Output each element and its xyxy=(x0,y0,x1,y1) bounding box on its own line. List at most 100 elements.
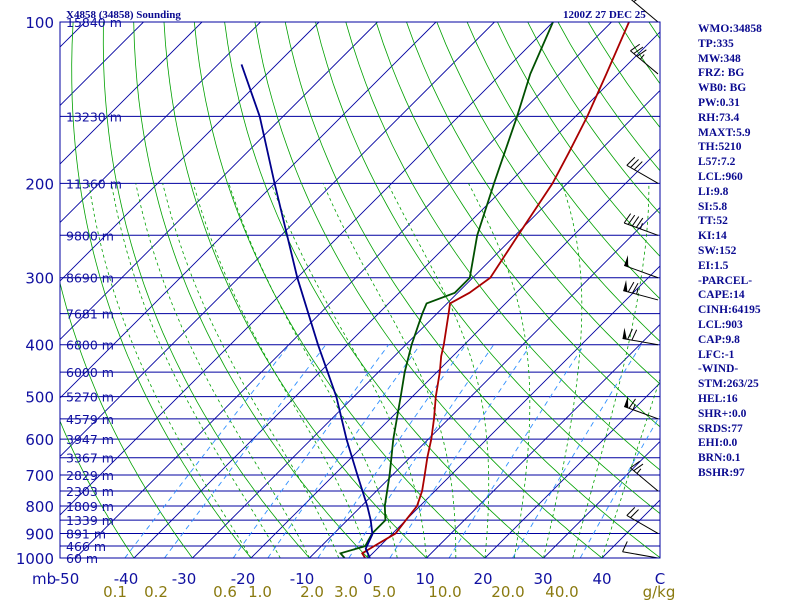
isotherm-line xyxy=(60,22,320,282)
dry-adiabat-line xyxy=(254,22,603,558)
mixing-ratio-tick-label: 1.0 xyxy=(248,583,272,600)
pressure-label: 300 xyxy=(25,270,54,288)
dry-adiabat-line xyxy=(133,22,369,558)
wind-barb xyxy=(630,460,659,492)
isotherm-line xyxy=(60,22,261,224)
barb-half-flag xyxy=(636,468,642,474)
moist-adiabat-line xyxy=(228,183,398,558)
barb-pennant xyxy=(623,279,628,292)
index-item: KI:14 xyxy=(698,230,727,243)
index-item: CAPE:14 xyxy=(698,289,745,302)
height-label: 1339 m xyxy=(66,513,114,528)
index-item: BRN:0.1 xyxy=(698,452,741,465)
index-item: L57:7.2 xyxy=(698,156,736,169)
barb-staff xyxy=(626,164,659,184)
indices-panel: WMO:34858 TP:335 MW:348 FRZ: BG WB0: BG PW:0.… xyxy=(698,22,798,481)
isotherm-line xyxy=(484,382,660,558)
height-label: 5270 m xyxy=(66,390,114,405)
wind-barb xyxy=(623,279,659,301)
temperature-tick-label: -40 xyxy=(114,570,139,588)
barb-staff xyxy=(630,467,659,492)
height-label: 4579 m xyxy=(66,412,114,427)
barb-flag xyxy=(633,161,643,171)
height-label: 6800 m xyxy=(66,338,114,353)
index-item: HEL:16 xyxy=(698,392,738,405)
barb-staff xyxy=(624,264,659,279)
index-item: SRDS:77 xyxy=(698,422,743,435)
index-item: LCL:960 xyxy=(698,170,743,183)
barb-staff xyxy=(631,0,659,23)
mixing-ratio-tick-label: 0.6 xyxy=(213,583,237,600)
temperature-tick-label: -50 xyxy=(55,570,80,588)
moist-adiabat-line xyxy=(322,183,457,558)
mixing-ratio-tick-label: 40.0 xyxy=(545,583,578,600)
mixing-ratio-line xyxy=(267,344,421,558)
dry-adiabat-line xyxy=(60,420,135,558)
barb-flag xyxy=(627,214,636,225)
dry-adiabat-line xyxy=(284,22,660,558)
height-label: 7681 m xyxy=(66,307,114,322)
barb-flag xyxy=(627,281,635,293)
barb-half-flag xyxy=(632,403,636,410)
dry-adiabat-line xyxy=(193,22,486,558)
moist-adiabat-line xyxy=(543,183,583,558)
mixing-ratio-line xyxy=(317,344,466,558)
barb-half-flag xyxy=(639,54,645,60)
barb-flag xyxy=(631,329,638,341)
dry-adiabat-line xyxy=(375,22,660,428)
temperature-tick-label: 10 xyxy=(415,570,434,588)
height-label: 3367 m xyxy=(66,451,114,466)
mixing-ratio-line xyxy=(232,344,389,558)
mixing-ratio-line xyxy=(164,344,327,558)
dry-adiabat-line xyxy=(102,22,310,558)
mixing-ratio-tick-label: 3.0 xyxy=(334,583,358,600)
barb-flag xyxy=(626,507,636,516)
dry-adiabat-line xyxy=(466,22,660,300)
barb-flag xyxy=(636,49,647,57)
isotherm-line xyxy=(309,206,660,558)
wind-barb xyxy=(631,0,659,23)
pressure-label: 900 xyxy=(25,525,54,543)
index-item: TH:5210 xyxy=(698,141,742,154)
dewpoint-trace xyxy=(338,22,554,558)
moist-adiabat-line xyxy=(88,183,252,558)
moist-adiabat-line xyxy=(468,183,531,558)
temperature-tick-label: C xyxy=(655,570,665,588)
index-item: EHI:0.0 xyxy=(698,437,738,450)
barb-flag xyxy=(630,43,640,52)
isotherm-line xyxy=(367,265,660,558)
chart-title: X4858 (34858) Sounding xyxy=(66,9,181,21)
wind-barb xyxy=(626,507,659,534)
barb-flag xyxy=(633,463,644,472)
index-item: WB0: BG xyxy=(698,82,747,95)
dry-adiabat-line xyxy=(436,22,660,342)
height-label: 1809 m xyxy=(66,499,114,514)
dry-adiabat-line xyxy=(71,22,252,558)
temperature-tick-label: -10 xyxy=(290,570,315,588)
moist-adiabat-line xyxy=(111,183,281,558)
wind-barb xyxy=(630,43,659,75)
index-item: PW:0.31 xyxy=(698,96,740,109)
mixing-ratio-line xyxy=(124,344,290,558)
dry-adiabat-line xyxy=(60,281,193,558)
mixing-ratio-line xyxy=(348,344,495,558)
isotherm-line xyxy=(133,31,660,558)
yaxis-unit-label: mb xyxy=(32,570,56,588)
barb-staff xyxy=(622,551,659,559)
pressure-label: 800 xyxy=(25,498,54,516)
pressure-label: 1000 xyxy=(16,550,54,568)
parcel-trace xyxy=(240,64,374,558)
pressure-label: 200 xyxy=(25,175,54,193)
pressure-label: 500 xyxy=(25,389,54,407)
barb-staff xyxy=(630,50,659,75)
temperature-tick-label: 0 xyxy=(363,570,373,588)
mixing-ratio-tick-label: g/kg xyxy=(643,583,676,600)
barb-pennant xyxy=(622,327,627,340)
mixing-ratio-tick-label: 2.0 xyxy=(300,583,324,600)
height-label: 891 m xyxy=(66,526,106,541)
index-item: -WIND- xyxy=(698,363,739,376)
mixing-ratio-line xyxy=(448,344,585,558)
barb-flag xyxy=(631,216,640,227)
isotherm-line xyxy=(426,323,660,558)
height-label: 2829 m xyxy=(66,468,114,483)
